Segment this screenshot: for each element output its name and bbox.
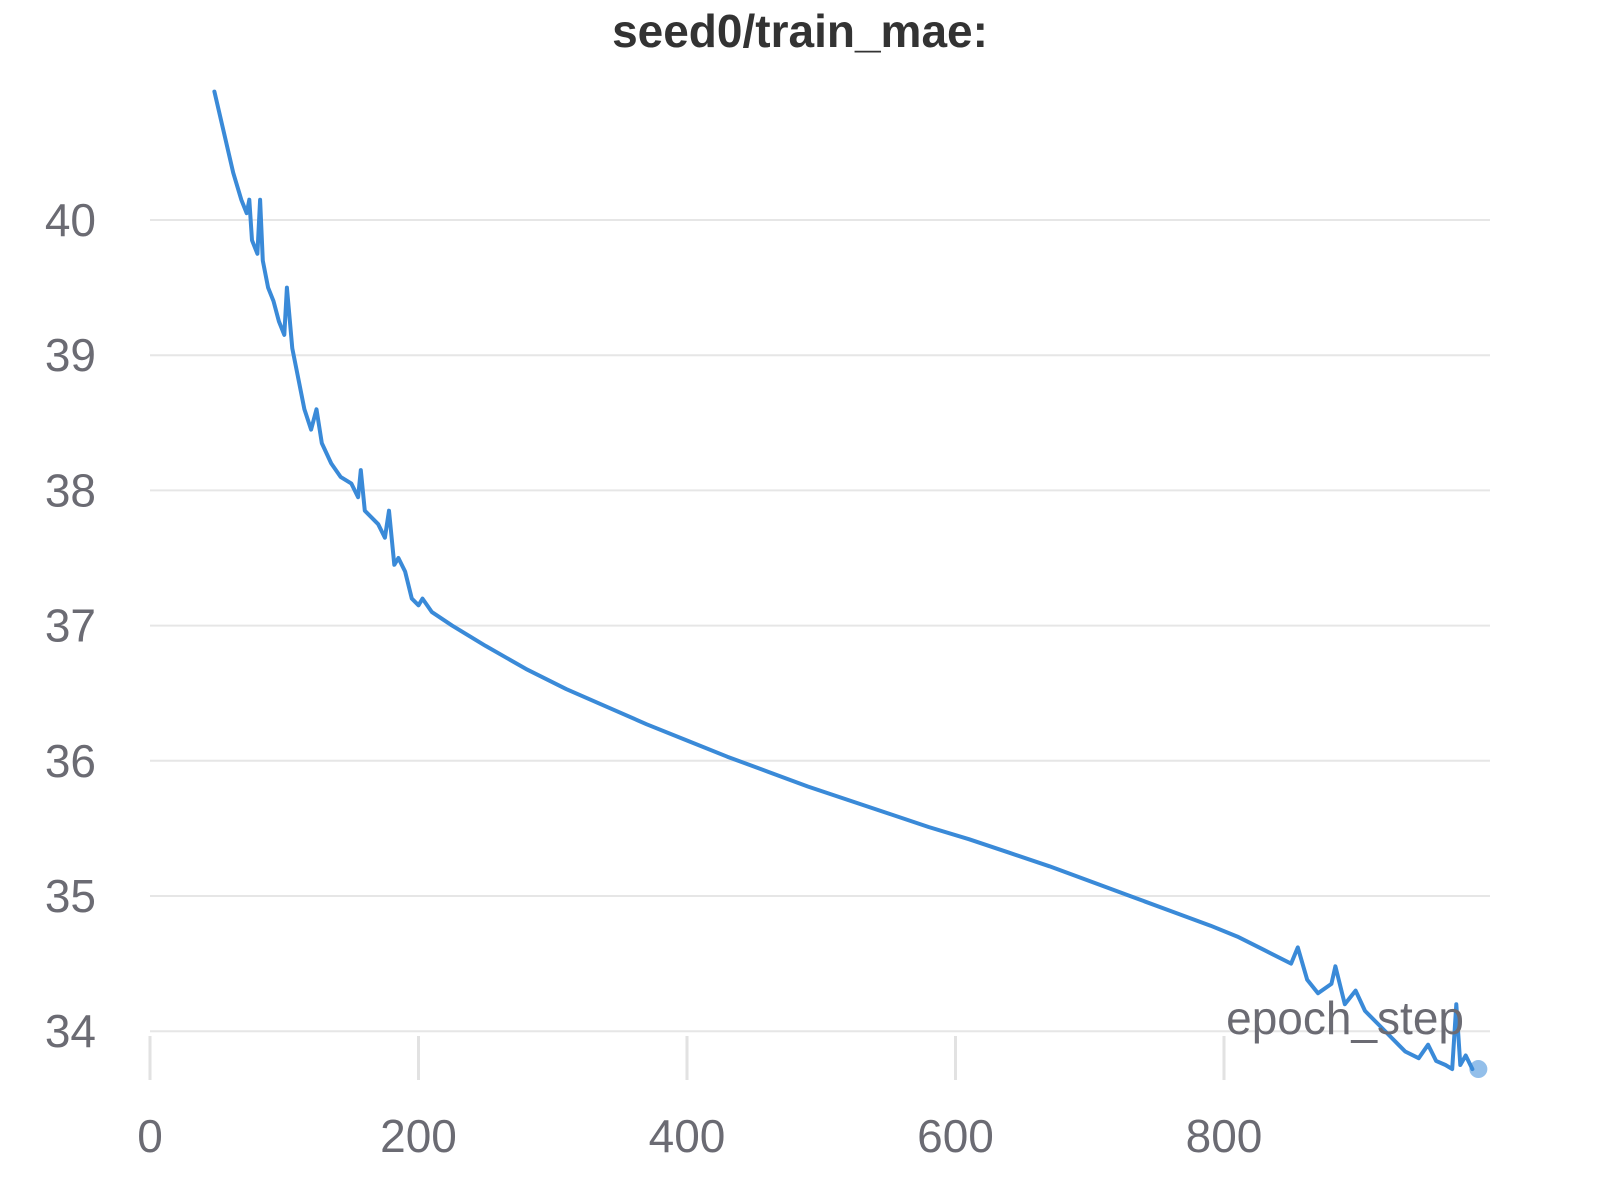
x-tick-label-0: 0 (137, 1110, 163, 1162)
x-tick-label-400: 400 (649, 1110, 726, 1162)
x-tick-label-800: 800 (1186, 1110, 1263, 1162)
y-tick-label-36: 36 (45, 735, 96, 787)
y-tick-label-39: 39 (45, 329, 96, 381)
x-axis-label: epoch_step (1226, 992, 1464, 1044)
grid-lines (150, 219, 1490, 1033)
y-tick-label-40: 40 (45, 194, 96, 246)
series-layer (212, 89, 1488, 1079)
x-tick-label-200: 200 (380, 1110, 457, 1162)
x-tick-label-600: 600 (917, 1110, 994, 1162)
y-axis-ticks: 34 35 36 37 38 39 40 (45, 194, 96, 1057)
series-line-0 (212, 89, 1475, 1072)
y-tick-label-38: 38 (45, 464, 96, 516)
y-tick-label-37: 37 (45, 600, 96, 652)
series-end-marker-0 (1469, 1060, 1488, 1079)
x-axis-ticks: 0 200 400 600 800 (137, 1036, 1262, 1162)
chart-title: seed0/train_mae: (612, 5, 988, 57)
axis-labels: epoch_step (1226, 992, 1464, 1044)
y-tick-label-35: 35 (45, 870, 96, 922)
y-tick-label-34: 34 (45, 1005, 96, 1057)
